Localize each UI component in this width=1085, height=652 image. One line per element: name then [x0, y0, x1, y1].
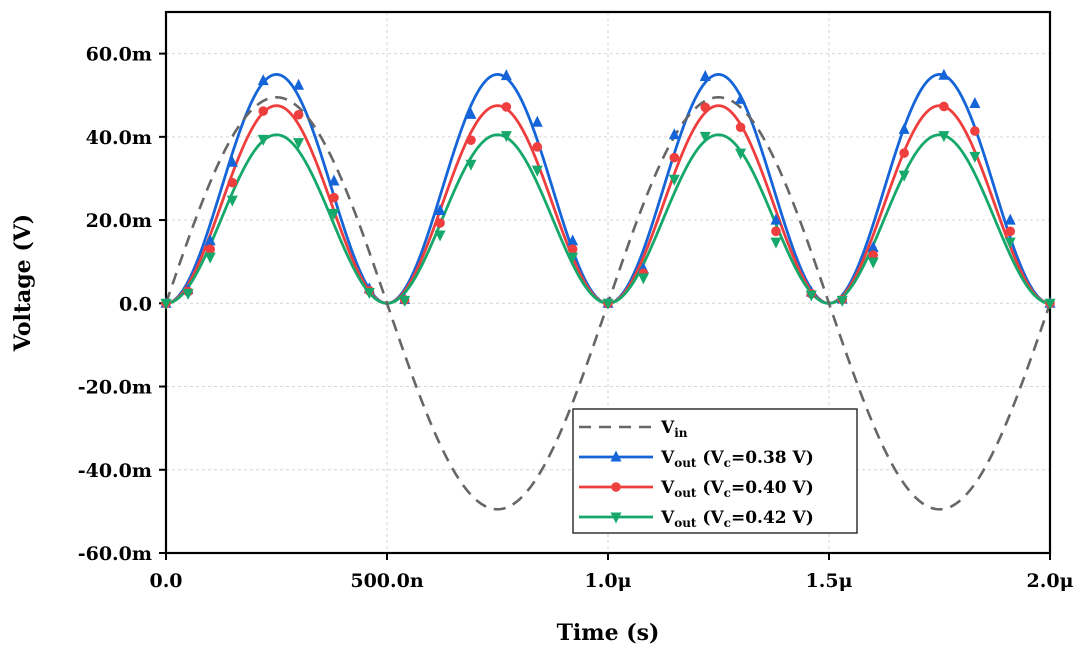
x-tick-label: 2.0μ [1027, 570, 1074, 592]
data-point-marker [205, 244, 215, 255]
data-point-marker [770, 213, 782, 225]
data-point-marker [293, 78, 305, 90]
y-tick-label: 60.0m [86, 44, 152, 66]
data-point-marker [500, 131, 512, 143]
data-point-marker [610, 450, 622, 462]
y-axis-title: Voltage (V) [10, 214, 36, 352]
data-point-marker [226, 195, 238, 207]
data-point-marker [898, 122, 910, 134]
data-point-marker [204, 234, 216, 246]
data-point-marker [227, 177, 238, 188]
data-point-marker [466, 135, 476, 145]
data-point-marker [257, 74, 269, 86]
data-point-marker [531, 165, 543, 177]
data-point-marker [465, 107, 477, 119]
data-point-marker [567, 234, 579, 246]
data-point-marker [610, 512, 622, 524]
data-point-marker [465, 159, 477, 171]
legend-label: Vout (Vc=0.40 V) [660, 478, 814, 500]
data-point-marker [182, 288, 194, 300]
legend-entry-3: Vout (Vc=0.42 V) [579, 508, 814, 530]
x-axis-title: Time (s) [557, 620, 660, 646]
data-point-marker [735, 92, 747, 104]
legend: Vin Vout (Vc=0.38 V) Vout (Vc=0.40 V) Vout … [572, 408, 858, 534]
legend-label: Vin [660, 418, 688, 440]
y-tick-label: -20.0m [78, 377, 152, 399]
data-point-marker [939, 101, 949, 112]
data-point-marker [970, 126, 980, 136]
x-tick-label: 1.0μ [585, 570, 632, 592]
data-point-marker [938, 131, 950, 143]
legend-entry-0: Vin [579, 418, 688, 440]
data-point-marker [293, 109, 304, 120]
y-tick-label: -40.0m [78, 460, 152, 482]
data-point-marker [1005, 226, 1016, 237]
data-point-marker [1004, 237, 1016, 249]
x-tick-label: 1.5μ [806, 570, 853, 592]
y-tick-label: 20.0m [86, 210, 152, 232]
data-point-marker [770, 237, 782, 249]
data-point-marker [434, 230, 446, 242]
data-point-marker [868, 250, 878, 260]
data-point-marker [735, 122, 746, 133]
data-point-marker [735, 148, 747, 160]
data-point-marker [867, 257, 879, 269]
data-point-marker [435, 218, 445, 228]
data-point-marker [867, 241, 879, 253]
data-point-marker [898, 170, 910, 182]
data-point-marker [938, 68, 950, 80]
data-point-marker [899, 148, 909, 158]
x-tick-label: 0.0 [149, 570, 182, 592]
data-point-marker [699, 131, 711, 143]
y-tick-label: 40.0m [86, 127, 152, 149]
data-point-marker [500, 69, 512, 81]
data-point-marker [293, 138, 305, 150]
data-point-marker [567, 252, 579, 264]
data-point-marker [160, 298, 172, 310]
axis-ticks: 60.0m 40.0m 20.0m 0.0 -20.0m -40.0m -60.0m 0.0 5… [78, 44, 1074, 592]
data-point-marker [257, 134, 269, 146]
data-point-marker [637, 273, 649, 285]
legend-entry-1: Vout (Vc=0.38 V) [579, 448, 814, 470]
data-point-marker [700, 102, 711, 113]
data-point-marker [771, 226, 781, 237]
data-point-marker [969, 97, 981, 109]
data-point-marker [258, 106, 269, 116]
data-point-marker [328, 174, 340, 186]
data-point-marker [699, 70, 711, 82]
x-tick-label: 500.0n [350, 570, 423, 592]
data-point-marker [1004, 213, 1016, 225]
data-point-marker [531, 115, 543, 127]
series-markers [160, 68, 1056, 310]
data-point-marker [805, 290, 817, 302]
legend-label: Vout (Vc=0.38 V) [660, 448, 814, 470]
data-point-marker [532, 142, 543, 152]
data-point-marker [501, 102, 512, 112]
y-tick-label: 0.0 [119, 293, 152, 315]
data-point-marker [329, 192, 339, 203]
data-point-marker [668, 174, 680, 186]
data-point-marker [969, 151, 981, 163]
y-tick-label: -60.0m [78, 543, 152, 565]
legend-box [572, 408, 858, 534]
data-point-marker [611, 482, 621, 492]
data-point-marker [328, 208, 340, 220]
data-point-marker [602, 298, 614, 310]
data-point-marker [363, 287, 375, 299]
legend-entry-2: Vout (Vc=0.40 V) [579, 478, 814, 500]
data-point-marker [836, 295, 848, 307]
legend-label: Vout (Vc=0.42 V) [660, 508, 814, 530]
data-point-marker [204, 252, 216, 264]
data-point-marker [567, 244, 578, 255]
data-point-marker [399, 295, 411, 307]
data-point-marker [669, 152, 680, 163]
data-point-marker [1044, 298, 1056, 310]
data-point-marker [668, 128, 680, 140]
data-point-marker [226, 155, 238, 167]
data-point-marker [434, 204, 446, 216]
